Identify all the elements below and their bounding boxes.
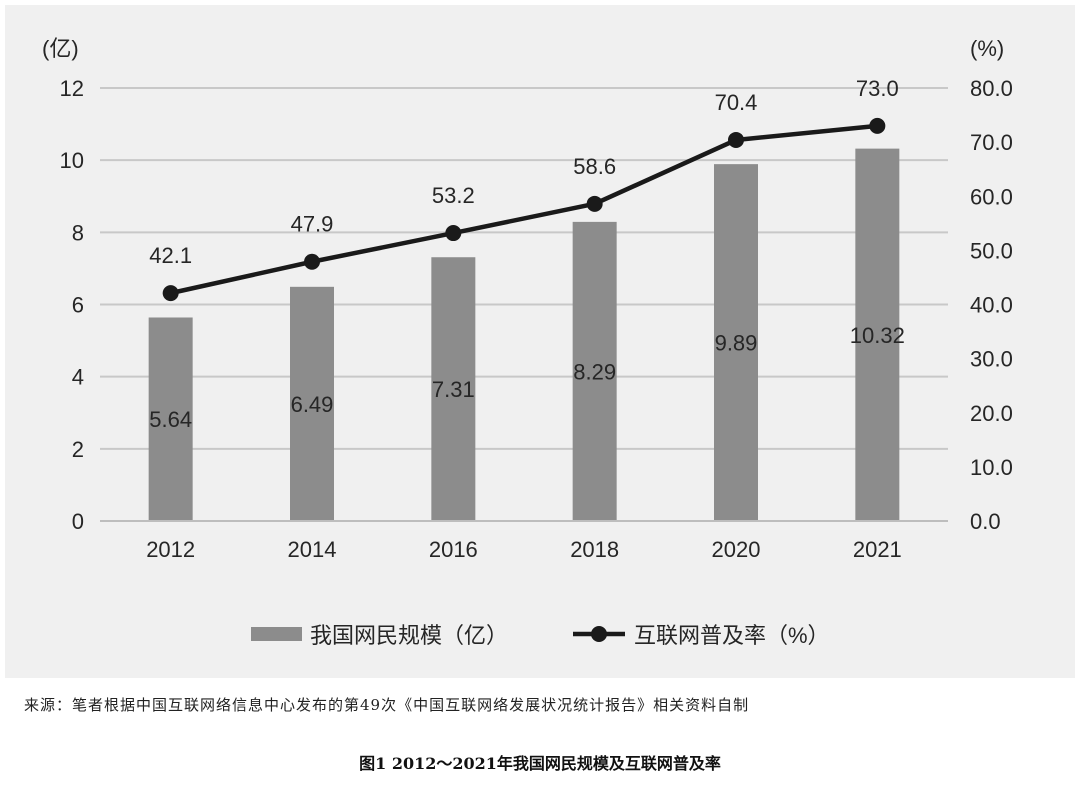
- line-point-2012: [162, 285, 179, 302]
- legend-label-bar: 我国网民规模（亿）: [310, 623, 508, 648]
- line-point-2014: [304, 253, 320, 270]
- y-left-tick-label: 4: [72, 365, 84, 390]
- x-tick-label: 2016: [429, 537, 478, 562]
- x-tick-label: 2012: [146, 537, 195, 562]
- bar-value-label: 6.49: [291, 392, 334, 417]
- legend: 我国网民规模（亿） 互联网普及率（%）: [251, 623, 830, 648]
- line-point-2020: [728, 131, 744, 148]
- bar-2016: [431, 257, 476, 521]
- y-right-tick-label: 50.0: [970, 238, 1013, 263]
- y-left-tick-label: 0: [72, 509, 84, 534]
- bar-value-label: 10.32: [850, 323, 905, 348]
- bar-series: [148, 148, 900, 521]
- y-right-unit: (%): [970, 36, 1004, 61]
- gridlines: [100, 87, 948, 450]
- y-right-tick-label: 80.0: [970, 76, 1013, 101]
- x-tick-label: 2014: [288, 537, 337, 562]
- y-left-tick-label: 2: [72, 437, 84, 462]
- bar-2012: [148, 317, 193, 521]
- figure-caption: 图1 2012～2021年我国网民规模及互联网普及率: [359, 754, 721, 773]
- y-right-tick-label: 60.0: [970, 184, 1013, 209]
- axes: 0 2 4 6 8 10 12 0.0 10.0 20.0 30.0 40.0 50.0 60.0 70.0…: [42, 36, 1013, 562]
- line-value-label: 47.9: [291, 212, 334, 237]
- line-series: [162, 117, 886, 302]
- bar-2018: [572, 221, 617, 521]
- y-right-tick-label: 0.0: [970, 509, 1001, 534]
- y-right-tick-label: 10.0: [970, 455, 1013, 480]
- legend-swatch-marker: [591, 626, 607, 642]
- y-right-tick-label: 40.0: [970, 293, 1013, 318]
- bar-value-label: 9.89: [715, 331, 758, 356]
- bar-2021: [855, 148, 900, 521]
- line-value-label: 73.0: [856, 76, 899, 101]
- line-value-label: 53.2: [432, 183, 475, 208]
- bar-value-label: 7.31: [432, 377, 475, 402]
- bar-2014: [290, 286, 334, 521]
- source-note: 来源：笔者根据中国互联网络信息中心发布的第49次《中国互联网络发展状况统计报告》…: [24, 696, 750, 714]
- x-tick-label: 2020: [712, 537, 761, 562]
- y-left-tick-label: 8: [72, 220, 84, 245]
- bar-2020: [714, 164, 758, 521]
- y-right-tick-label: 20.0: [970, 401, 1013, 426]
- bar-value-label: 5.64: [149, 407, 192, 432]
- line-value-label: 58.6: [573, 154, 616, 179]
- line-point-2018: [586, 195, 603, 212]
- line-value-label: 42.1: [149, 243, 192, 268]
- y-left-tick-label: 12: [60, 76, 84, 101]
- line-point-2021: [869, 117, 886, 134]
- line-rate: [170, 123, 878, 296]
- legend-swatch-bar: [251, 627, 302, 641]
- y-left-unit: (亿): [42, 36, 79, 61]
- y-left-tick-label: 10: [60, 148, 84, 173]
- legend-label-line: 互联网普及率（%）: [634, 623, 830, 648]
- y-right-tick-label: 30.0: [970, 347, 1013, 372]
- x-tick-label: 2021: [853, 537, 902, 562]
- bar-value-label: 8.29: [573, 359, 616, 384]
- y-left-tick-label: 6: [72, 293, 84, 318]
- data-labels: 5.64 6.49 7.31 8.29 9.89 10.32 42.1 47.9 53.2 58.…: [149, 76, 905, 432]
- line-point-2016: [445, 225, 462, 242]
- y-right-tick-label: 70.0: [970, 130, 1013, 155]
- line-value-label: 70.4: [715, 90, 758, 115]
- x-tick-label: 2018: [570, 537, 619, 562]
